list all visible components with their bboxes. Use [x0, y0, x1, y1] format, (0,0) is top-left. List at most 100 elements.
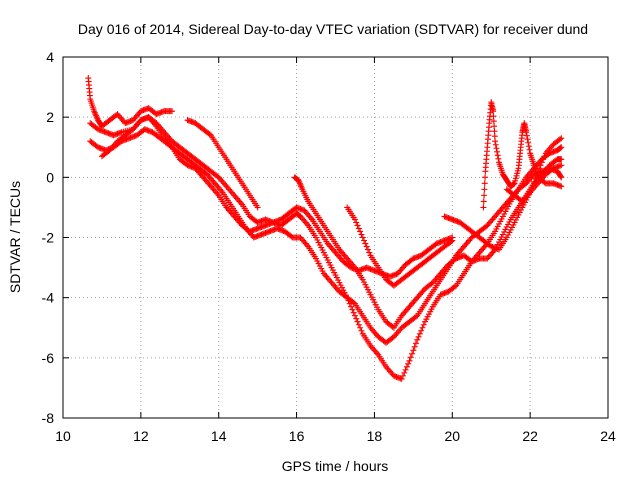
y-tick-label: 0	[46, 169, 54, 185]
data-point	[524, 136, 531, 143]
data-point	[557, 173, 564, 180]
data-point	[490, 113, 497, 120]
x-tick-label: 18	[367, 428, 383, 444]
data-point	[451, 283, 458, 290]
data-point	[490, 108, 497, 115]
data-point	[525, 143, 532, 150]
data-point	[357, 324, 364, 331]
x-tick-label: 22	[522, 428, 538, 444]
series-track-d	[98, 114, 456, 280]
data-point	[528, 185, 535, 192]
data-point	[480, 198, 487, 205]
data-point	[493, 145, 500, 152]
data-point	[529, 182, 536, 189]
series-track-j	[503, 135, 565, 205]
y-tick-label: -8	[42, 410, 55, 426]
data-point	[482, 174, 489, 181]
series-track-g	[344, 204, 456, 289]
data-point	[409, 350, 416, 357]
data-point	[558, 183, 565, 190]
data-point	[412, 313, 419, 320]
data-point	[418, 327, 425, 334]
data-point	[358, 231, 365, 238]
data-point	[407, 354, 414, 361]
data-point	[357, 228, 364, 235]
data-point	[491, 128, 498, 135]
data-point	[480, 204, 487, 211]
data-point	[558, 135, 565, 142]
data-point	[538, 159, 545, 166]
data-point	[490, 118, 497, 125]
data-point	[533, 171, 540, 178]
data-point	[415, 333, 422, 340]
data-point	[353, 219, 360, 226]
data-point	[481, 186, 488, 193]
data-point	[366, 249, 373, 256]
data-point	[348, 303, 355, 310]
data-point	[410, 347, 417, 354]
data-point	[349, 306, 356, 313]
data-point	[494, 152, 501, 159]
data-point	[359, 234, 366, 241]
data-point	[351, 216, 358, 223]
data-point	[558, 162, 565, 169]
data-point	[541, 179, 548, 186]
data-point	[402, 366, 409, 373]
data-point	[492, 141, 499, 148]
data-point	[495, 155, 502, 162]
data-point	[355, 225, 362, 232]
data-point	[532, 175, 539, 182]
data-point	[398, 375, 405, 382]
data-point	[361, 237, 368, 244]
data-point	[412, 340, 419, 347]
data-point	[414, 336, 421, 343]
x-tick-label: 10	[55, 428, 71, 444]
data-point	[481, 192, 488, 199]
y-tick-label: 4	[46, 49, 54, 65]
data-point	[536, 165, 543, 172]
data-point	[254, 204, 261, 211]
data-point	[481, 180, 488, 187]
data-point	[406, 357, 413, 364]
data-point	[492, 138, 499, 145]
data-point	[531, 178, 538, 185]
x-tick-label: 14	[211, 428, 227, 444]
x-axis-label: GPS time / hours	[282, 458, 389, 474]
data-point	[537, 162, 544, 169]
data-point	[350, 299, 357, 306]
data-point	[403, 363, 410, 370]
data-point	[362, 240, 369, 247]
data-point	[353, 315, 360, 322]
x-tick-label: 24	[600, 428, 616, 444]
data-point	[558, 156, 565, 163]
data-point	[527, 189, 534, 196]
data-point	[540, 156, 547, 163]
series-track-a	[85, 75, 175, 130]
data-point	[523, 132, 530, 139]
data-point	[355, 321, 362, 328]
data-point	[526, 146, 533, 153]
data-point	[419, 324, 426, 331]
data-point	[558, 174, 565, 181]
data-point	[351, 312, 358, 319]
data-point	[494, 148, 501, 155]
data-point	[350, 309, 357, 316]
data-point	[389, 323, 396, 330]
y-axis-label: SDTVAR / TECUs	[7, 181, 23, 293]
data-point	[401, 369, 408, 376]
y-tick-label: -6	[42, 350, 55, 366]
data-point	[354, 318, 361, 325]
x-tick-label: 16	[289, 428, 305, 444]
data-point	[534, 168, 541, 175]
data-point	[556, 136, 563, 143]
y-tick-label: -2	[42, 230, 55, 246]
data-point	[449, 237, 456, 244]
series-track-i	[480, 99, 565, 211]
data-point	[420, 321, 427, 328]
data-point	[354, 222, 361, 229]
data-point	[358, 327, 365, 334]
data-point	[491, 123, 498, 130]
data-point	[363, 243, 370, 250]
data-point	[206, 131, 213, 138]
